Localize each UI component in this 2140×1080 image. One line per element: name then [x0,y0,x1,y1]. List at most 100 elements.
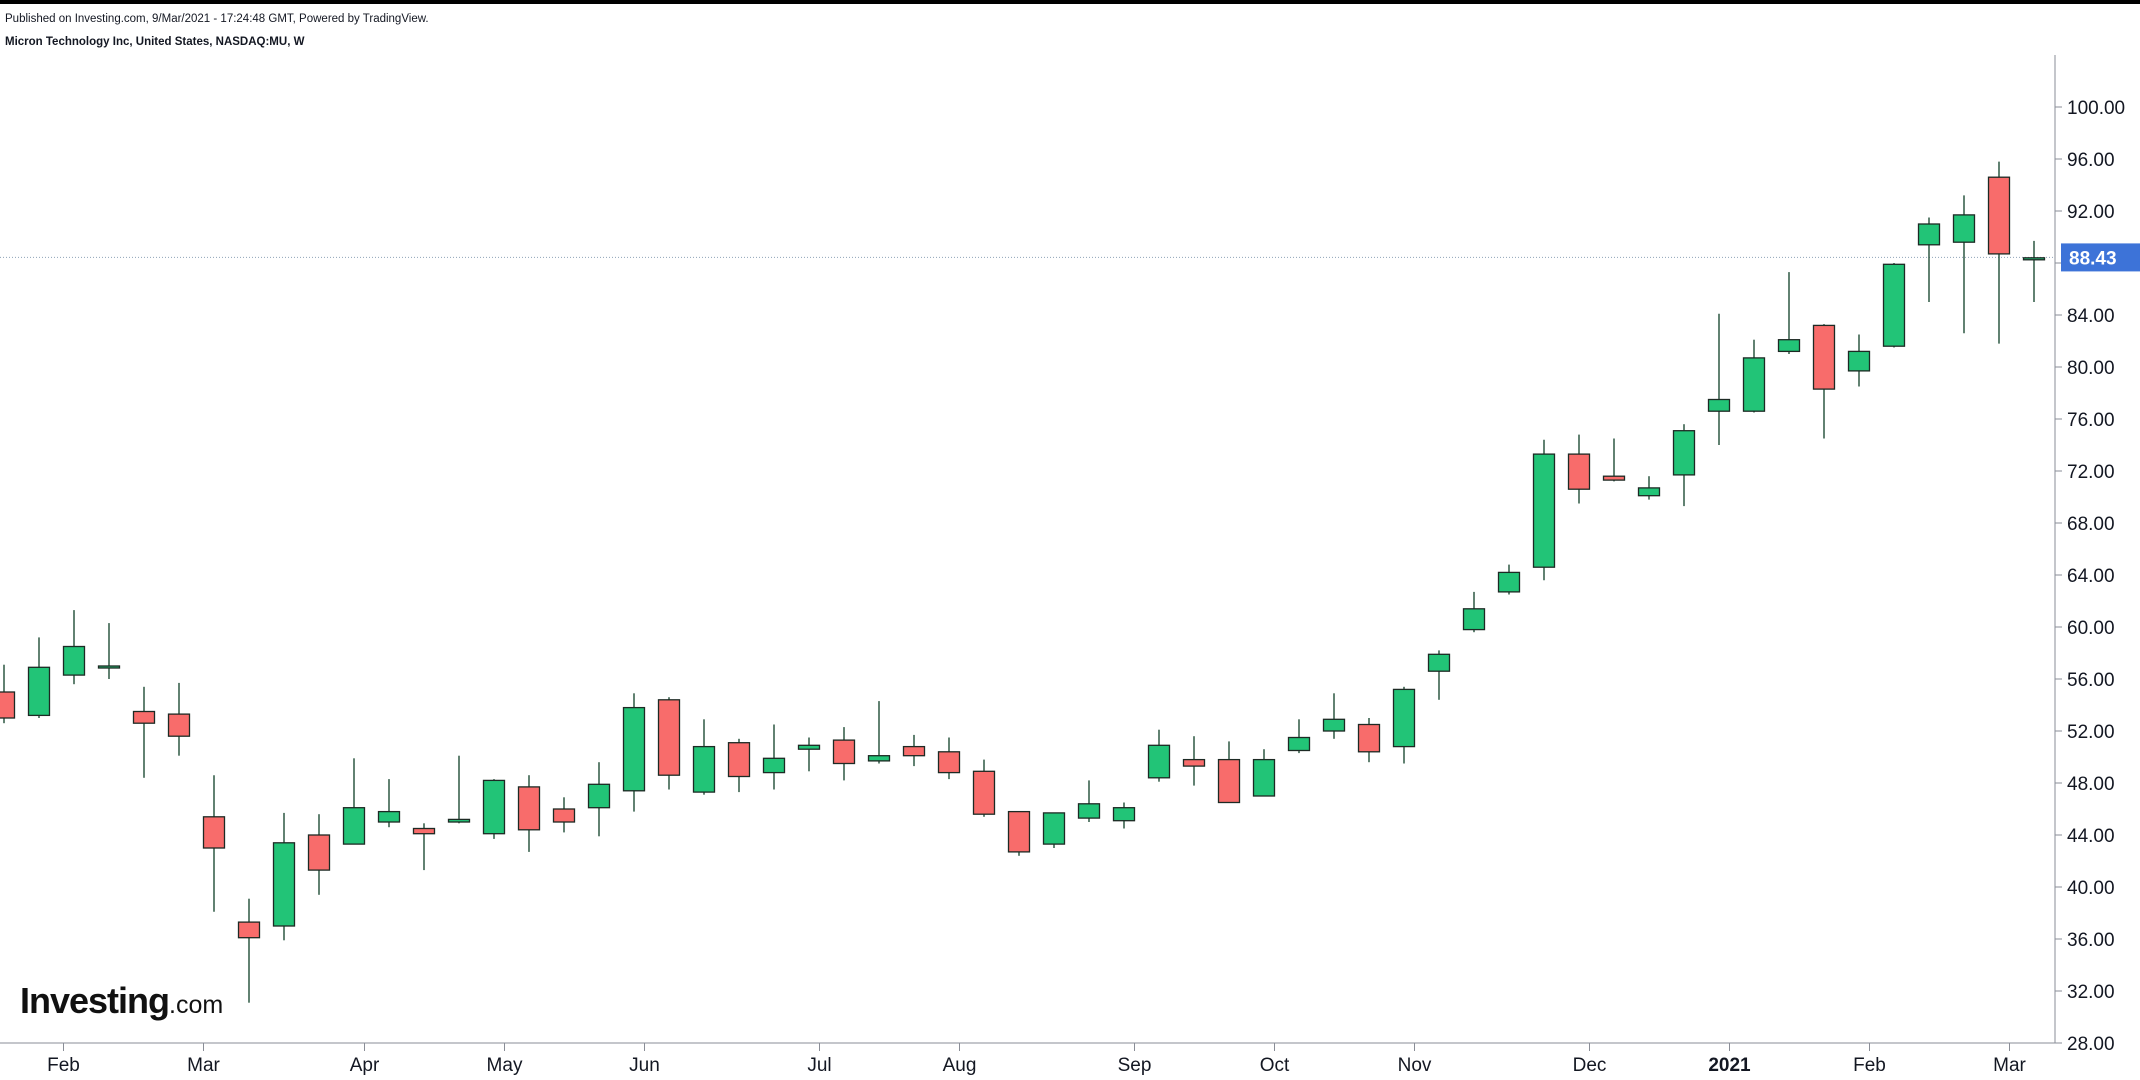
candle-body-up [1742,357,1766,412]
y-tick-label: 52.00 [2067,722,2115,743]
y-tick-label: 44.00 [2067,826,2115,847]
candle-body-up [62,645,86,676]
candle-body-up [447,818,471,823]
logo-brand: Investing [20,980,170,1021]
symbol-title: Micron Technology Inc, United States, NA… [5,36,305,48]
y-tick-label: 100.00 [2067,98,2125,119]
x-tick-label: Sep [1118,1055,1152,1076]
candle-body-down [552,808,576,823]
candle-body-up [762,757,786,774]
y-tick-label: 40.00 [2067,878,2115,899]
y-tick-label: 48.00 [2067,774,2115,795]
candle-body-up [2022,257,2046,261]
x-tick-label: Oct [1260,1055,1290,1076]
candle-body-down [1567,453,1591,490]
last-price-badge [2061,243,2140,272]
investing-logo: Investing.com [20,980,223,1022]
y-tick-label: 56.00 [2067,670,2115,691]
published-note: Published on Investing.com, 9/Mar/2021 -… [5,13,429,25]
y-tick-label: 68.00 [2067,514,2115,535]
x-tick-label: Aug [943,1055,977,1076]
x-tick-label: Feb [1853,1055,1886,1076]
candle-body-up [1147,744,1171,779]
candle-body-down [1182,758,1206,767]
candle-body-up [482,779,506,835]
candle-body-down [972,770,996,815]
x-tick-label: Nov [1398,1055,1432,1076]
top-border [0,0,2140,4]
candle-body-up [1532,453,1556,568]
candle-body-up [1077,803,1101,819]
candle-body-up [377,810,401,823]
y-tick-label: 84.00 [2067,306,2115,327]
y-tick-label: 28.00 [2067,1034,2115,1055]
candle-body-up [1882,263,1906,347]
y-tick-label: 80.00 [2067,358,2115,379]
candle-body-up [587,783,611,809]
candle-body-up [1847,350,1871,372]
candle-body-up [692,745,716,793]
candle-body-up [1287,736,1311,752]
candle-body-up [1427,653,1451,672]
candle-body-down [1602,475,1626,481]
candle-body-down [517,786,541,831]
chart-header: Published on Investing.com, 9/Mar/2021 -… [5,12,429,50]
candle-body-down [1812,324,1836,390]
x-tick-label: 2021 [1708,1055,1751,1076]
candle-body-down [307,834,331,871]
candle-body-up [1322,718,1346,732]
x-tick-label: Mar [187,1055,220,1076]
candle-body-down [937,751,961,774]
last-price-label: 88.43 [2069,248,2117,269]
candle-body-up [1672,430,1696,476]
candle-body-up [1252,758,1276,797]
candle-body-down [1007,810,1031,853]
y-tick-label: 32.00 [2067,982,2115,1003]
candle-body-up [272,842,296,927]
y-tick-label: 92.00 [2067,202,2115,223]
candle-body-up [97,665,121,669]
candle-body-down [0,691,16,719]
candle-body-up [342,807,366,845]
candle-body-up [27,666,51,717]
x-tick-label: Apr [350,1055,380,1076]
candle-body-up [1497,571,1521,593]
candle-body-down [202,816,226,849]
logo-tld: .com [169,991,224,1019]
x-tick-label: May [487,1055,523,1076]
candles-layer [0,161,2046,1003]
candle-body-down [832,739,856,765]
x-tick-label: Jul [807,1055,831,1076]
candle-body-up [1777,339,1801,353]
y-tick-label: 60.00 [2067,618,2115,639]
y-tick-label: 72.00 [2067,462,2115,483]
candle-body-down [167,713,191,737]
candle-body-down [412,827,436,835]
candle-body-up [1637,487,1661,497]
candle-body-down [727,742,751,778]
candle-body-up [1707,398,1731,412]
candle-body-up [622,706,646,792]
y-tick-label: 96.00 [2067,150,2115,171]
candle-body-up [867,755,891,762]
candle-body-up [1042,812,1066,845]
x-tick-label: Jun [629,1055,660,1076]
candle-body-up [1917,223,1941,246]
candle-body-up [1462,608,1486,631]
candle-body-down [1217,758,1241,804]
candle-body-up [1112,807,1136,822]
x-tick-label: Feb [47,1055,80,1076]
x-tick-label: Dec [1573,1055,1607,1076]
candle-body-down [132,710,156,724]
y-tick-label: 76.00 [2067,410,2115,431]
candle-body-down [1357,723,1381,753]
x-tick-label: Mar [1993,1055,2026,1076]
candle-body-down [237,921,261,939]
candle-body-down [902,745,926,757]
candle-body-up [1952,214,1976,243]
y-tick-label: 64.00 [2067,566,2115,587]
candle-body-down [657,699,681,776]
y-tick-label: 36.00 [2067,930,2115,951]
candle-body-up [1392,688,1416,748]
